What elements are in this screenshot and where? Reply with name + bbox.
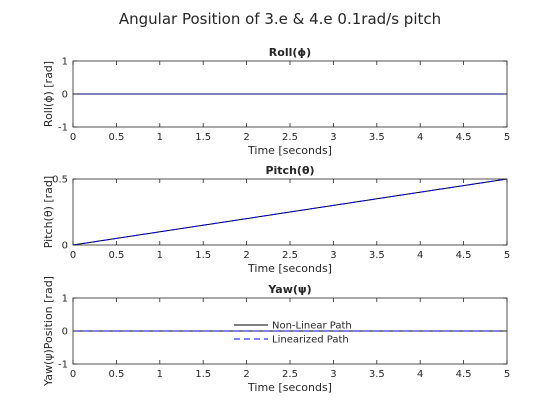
yaw-xtick-label: 1 (157, 369, 163, 380)
yaw-ylabel: Yaw(ψ)Position [rad] (42, 276, 55, 387)
yaw-xtick-label: 2.5 (282, 369, 298, 380)
roll-xtick-label: 1 (157, 132, 163, 143)
roll-xtick-label: 0.5 (108, 132, 124, 143)
yaw-xlabel: Time [seconds] (247, 381, 332, 394)
pitch-xtick-label: 1.5 (195, 250, 211, 261)
pitch-xlabel: Time [seconds] (247, 262, 332, 275)
roll-xtick-label: 2 (243, 132, 249, 143)
roll-xtick-label: 1.5 (195, 132, 211, 143)
pitch-xtick-label: 0 (70, 250, 76, 261)
yaw-xtick-label: 0.5 (108, 369, 124, 380)
pitch-xtick-label: 3.5 (369, 250, 385, 261)
roll-xtick-label: 4 (417, 132, 423, 143)
pitch-xtick-label: 4 (417, 250, 423, 261)
roll-ylabel: Roll(ϕ) [rad] (42, 61, 55, 127)
yaw-xtick-label: 1.5 (195, 369, 211, 380)
pitch-xtick-label: 2.5 (282, 250, 298, 261)
roll-ytick-label: 1 (62, 57, 68, 68)
roll-xtick-label: 3 (330, 132, 336, 143)
roll-xtick-label: 5 (504, 132, 510, 143)
yaw-legend: Non-Linear Path Linearized Path (234, 321, 352, 346)
yaw-title: Yaw(ψ) (267, 283, 311, 296)
pitch-xtick-label: 4.5 (456, 250, 472, 261)
pitch-xtick-label: 5 (504, 250, 510, 261)
yaw-ytick-label: 0 (62, 327, 68, 338)
yaw-xtick-label: 4 (417, 369, 423, 380)
pitch-xtick-label: 3 (330, 250, 336, 261)
yaw-ytick-label: -1 (58, 360, 68, 371)
roll-xtick-label: 3.5 (369, 132, 385, 143)
yaw-xtick-label: 5 (504, 369, 510, 380)
yaw-ytick-label: 1 (62, 294, 68, 305)
yaw-xtick-label: 4.5 (456, 369, 472, 380)
pitch-xtick-label: 2 (243, 250, 249, 261)
roll-xtick-label: 0 (70, 132, 76, 143)
pitch-ytick-label: 0 (62, 241, 68, 252)
pitch-xtick-label: 1 (157, 250, 163, 261)
pitch-xtick-label: 0.5 (108, 250, 124, 261)
pitch-ytick-label: 0.5 (52, 175, 68, 186)
legend-label-1: Non-Linear Path (272, 321, 352, 332)
legend-label-2: Linearized Path (272, 335, 349, 346)
pitch-title: Pitch(θ) (265, 164, 314, 177)
roll-ytick-label: 0 (62, 90, 68, 101)
roll-xtick-label: 2.5 (282, 132, 298, 143)
roll-xtick-label: 4.5 (456, 132, 472, 143)
pitch-series-line-1 (72, 178, 508, 246)
roll-xlabel: Time [seconds] (247, 144, 332, 157)
roll-ytick-label: -1 (58, 123, 68, 134)
yaw-xtick-label: 2 (243, 369, 249, 380)
pitch-subplot: 0 0.5 1 1.5 2 2.5 3 3.5 4 4.5 5 0 0.5 Pitch(θ) Time [s… (42, 164, 510, 275)
yaw-xtick-label: 3.5 (369, 369, 385, 380)
yaw-xtick-label: 3 (330, 369, 336, 380)
yaw-xtick-label: 0 (70, 369, 76, 380)
pitch-ylabel: Pitch(θ) [rad] (42, 176, 55, 248)
figure-title: Angular Position of 3.e & 4.e 0.1rad/s p… (119, 10, 441, 28)
roll-title: Roll(ϕ) (269, 46, 311, 59)
